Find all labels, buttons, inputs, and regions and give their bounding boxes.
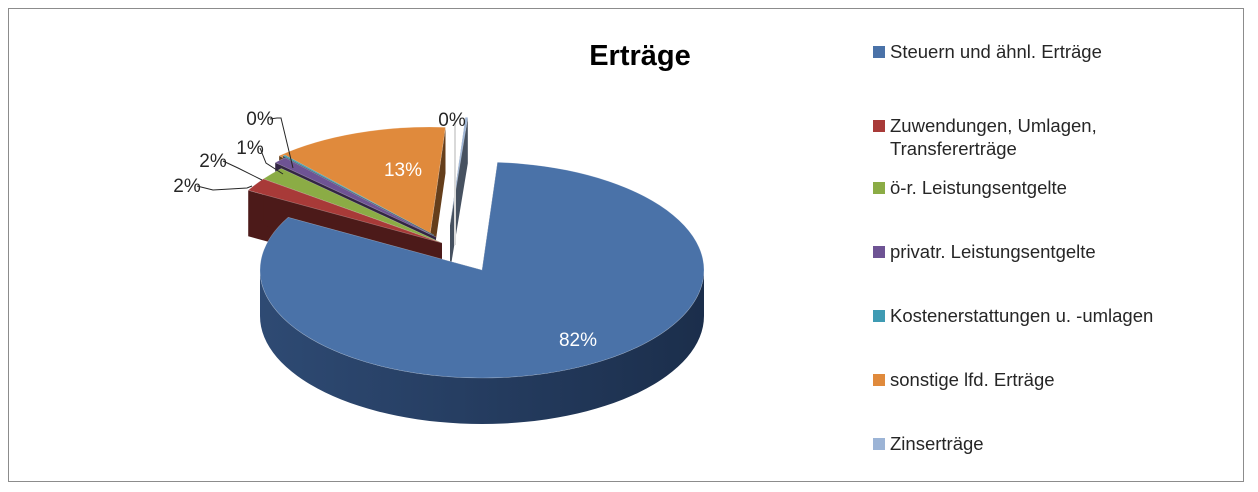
data-label-5: 0%	[246, 109, 274, 130]
legend-item-2: Zuwendungen, Umlagen, Transfererträge	[873, 114, 1097, 160]
data-label-6: 13%	[384, 160, 422, 181]
legend-label: ö-r. Leistungsentgelte	[890, 177, 1067, 198]
chart-title: Erträge	[589, 40, 691, 72]
legend-swatch	[873, 246, 885, 258]
leader-line-3	[222, 160, 263, 181]
data-label-4: 1%	[236, 138, 264, 159]
pie-slice-7	[449, 116, 469, 272]
data-label-7: 0%	[438, 110, 466, 131]
legend-label: Zuwendungen, Umlagen, Transfererträge	[890, 115, 1097, 159]
legend-label: Zinserträge	[890, 433, 984, 454]
data-label-2: 2%	[173, 176, 201, 197]
legend-item-1: Steuern und ähnl. Erträge	[873, 40, 1102, 63]
pie-slice-1	[259, 161, 705, 424]
legend-swatch	[873, 438, 885, 450]
legend-swatch	[873, 120, 885, 132]
legend-swatch	[873, 182, 885, 194]
legend-item-5: Kostenerstattungen u. -umlagen	[873, 304, 1153, 327]
legend-label: Steuern und ähnl. Erträge	[890, 41, 1102, 62]
legend-swatch	[873, 46, 885, 58]
leader-line-4	[259, 147, 284, 175]
legend-label: sonstige lfd. Erträge	[890, 369, 1055, 390]
legend-swatch	[873, 310, 885, 322]
legend-item-7: Zinserträge	[873, 432, 984, 455]
leader-line-2	[196, 185, 253, 191]
legend-item-4: privatr. Leistungsentgelte	[873, 240, 1096, 263]
legend-swatch	[873, 374, 885, 386]
legend-label: Kostenerstattungen u. -umlagen	[890, 305, 1154, 326]
legend-label: privatr. Leistungsentgelte	[890, 241, 1096, 262]
legend-item-3: ö-r. Leistungsentgelte	[873, 176, 1067, 199]
leader-line-5	[269, 117, 294, 169]
legend-item-6: sonstige lfd. Erträge	[873, 368, 1055, 391]
data-label-1: 82%	[559, 330, 597, 351]
data-label-3: 2%	[199, 151, 227, 172]
